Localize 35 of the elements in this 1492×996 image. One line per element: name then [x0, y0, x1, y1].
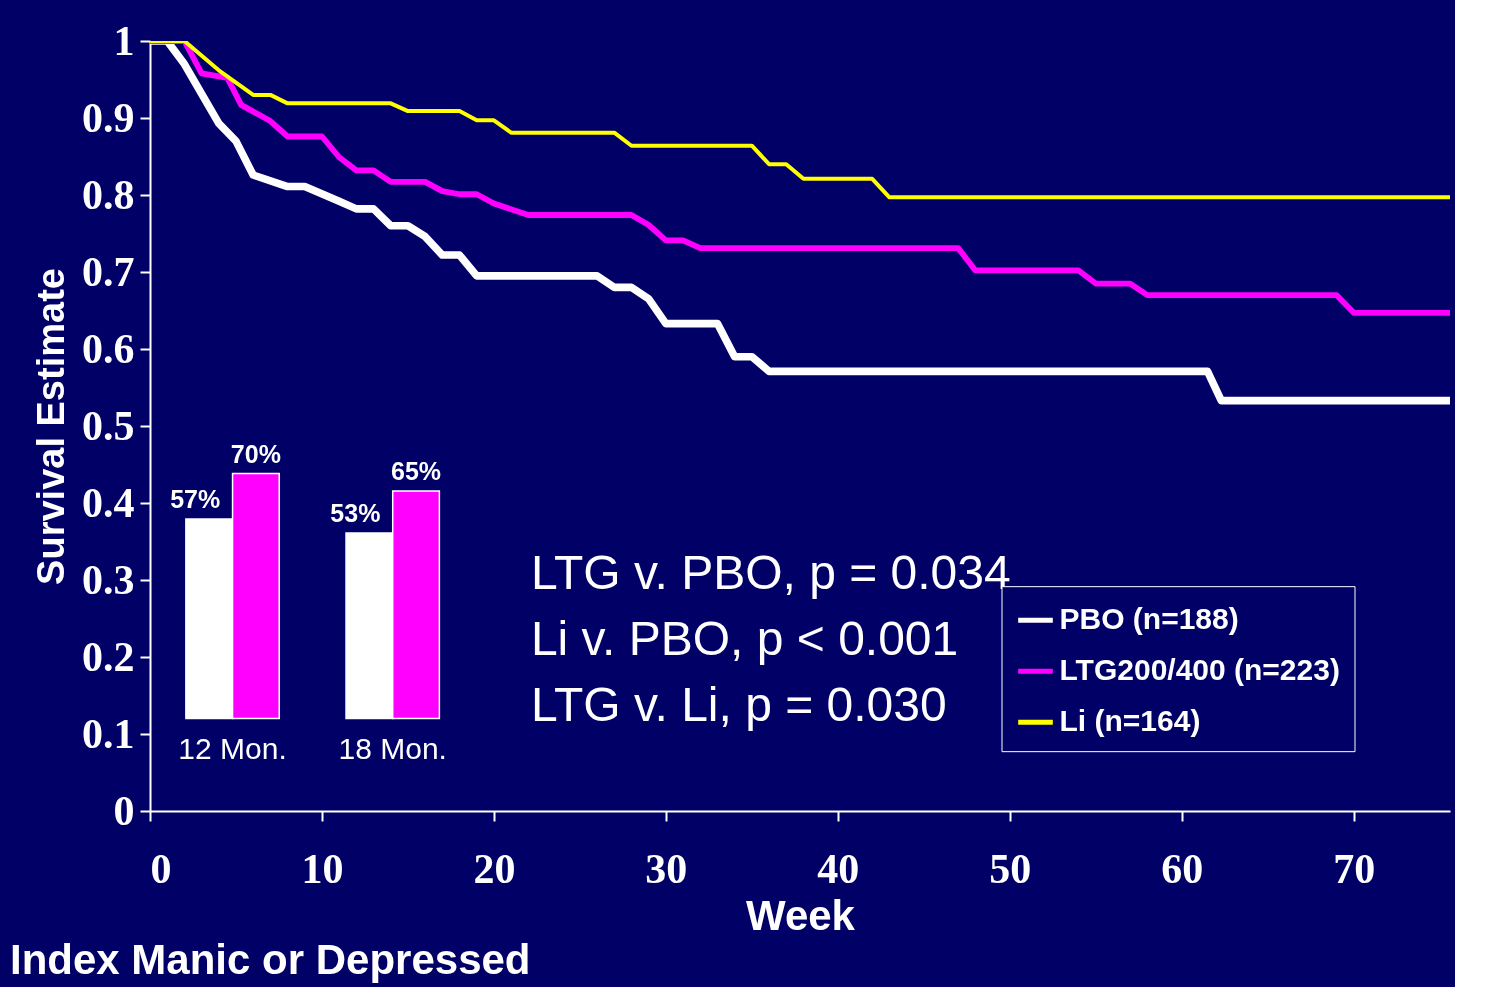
legend-label: PBO (n=188): [1059, 602, 1239, 636]
y-tick-label: 0.4: [82, 479, 135, 526]
y-tick-label: 0.7: [82, 248, 135, 295]
y-tick-label: 0: [113, 787, 135, 834]
x-tick-label: 50: [989, 845, 1032, 892]
x-tick-label: 40: [817, 845, 860, 892]
data-label: 53%: [330, 499, 381, 528]
annotation: LTG v. PBO, p = 0.034: [530, 545, 1011, 599]
line-series: [150, 41, 1450, 200]
annotation: LTG v. Li, p = 0.030: [530, 678, 947, 732]
y-tick-label: 0.9: [82, 94, 135, 141]
text: Index Manic or Depressed: [10, 936, 531, 983]
y-tick-label: 0.1: [82, 710, 135, 757]
x-axis-title: Week: [746, 891, 856, 939]
annotation: Li v. PBO, p < 0.001: [530, 611, 959, 665]
x-tick-label: 10: [301, 845, 344, 892]
legend-label: LTG200/400 (n=223): [1059, 653, 1340, 687]
x-tick-label: 0: [150, 845, 172, 892]
y-tick-label: 0.5: [82, 402, 135, 449]
x-tick-label: 20: [473, 845, 516, 892]
x-tick-label: 70: [1333, 845, 1376, 892]
x-tick-label: 30: [645, 845, 688, 892]
x-tick-label: 12 Mon.: [178, 731, 287, 765]
data-label: 70%: [230, 439, 281, 468]
data-label: 65%: [391, 457, 442, 486]
y-tick-label: 0.2: [82, 633, 135, 680]
y-tick-label: 0.3: [82, 556, 135, 603]
y-axis-title: Survival Estimate: [30, 268, 72, 585]
data-label: 57%: [170, 485, 221, 514]
y-tick-label: 0.6: [82, 325, 135, 372]
y-tick-label: 1: [113, 17, 135, 64]
x-tick-label: 18 Mon.: [338, 731, 447, 765]
x-tick-label: 60: [1161, 845, 1204, 892]
y-tick-label: 0.8: [82, 171, 135, 218]
legend-label: Li (n=164): [1059, 704, 1201, 738]
